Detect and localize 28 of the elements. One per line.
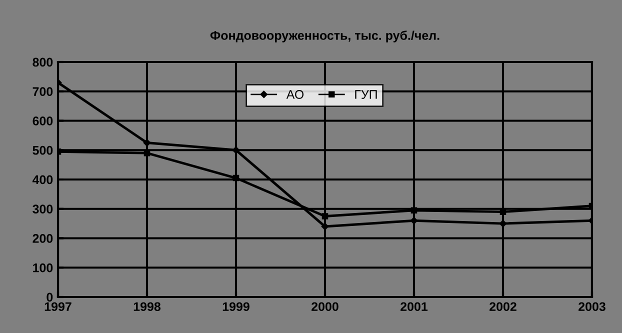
point — [500, 208, 506, 215]
y-tick-label: 400 — [32, 175, 53, 184]
y-tick-label: 500 — [32, 146, 53, 155]
point — [232, 146, 240, 154]
x-tick-label: 2001 — [400, 302, 428, 312]
y-tick-label: 200 — [32, 234, 53, 243]
x-tick-label: 2002 — [490, 302, 516, 312]
y-tick-label: 700 — [32, 87, 53, 96]
point — [232, 174, 240, 182]
y-tick-label: 600 — [32, 116, 53, 126]
legend-label: ГУП — [355, 90, 377, 99]
y-tick-label: 100 — [33, 263, 53, 272]
x-tick-label: 1999 — [222, 302, 250, 312]
legend-label: АО — [286, 90, 304, 99]
x-tick-label: 2000 — [312, 302, 338, 312]
point — [322, 213, 328, 220]
point — [321, 222, 329, 230]
point — [143, 139, 151, 146]
y-tick-label: 800 — [32, 58, 53, 67]
y-tick-label: 300 — [32, 204, 53, 214]
x-tick-label: 1998 — [134, 302, 161, 312]
point — [499, 220, 507, 228]
x-tick-label: 1997 — [44, 302, 72, 312]
y-tick-label: 0 — [46, 292, 53, 302]
point — [410, 216, 418, 224]
x-tick-label: 2003 — [578, 302, 606, 312]
chart-title: Фондовооруженность, тыс. руб./чел. — [210, 30, 440, 42]
point — [410, 207, 418, 214]
